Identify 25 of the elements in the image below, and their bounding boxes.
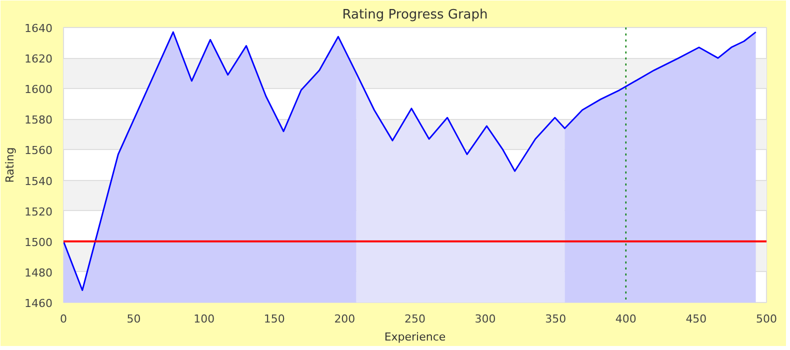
y-tick-label: 1640: [24, 22, 53, 35]
x-tick-label: 200: [334, 312, 356, 326]
x-tick-label: 300: [474, 312, 496, 326]
y-tick-label: 1520: [24, 205, 53, 218]
y-tick-label: 1580: [24, 114, 53, 127]
x-tick-label: 250: [404, 312, 426, 326]
x-tick-label: 0: [60, 312, 67, 326]
x-axis-title: Experience: [384, 330, 446, 344]
y-tick-label: 1540: [24, 174, 53, 188]
x-tick-label: 450: [686, 312, 707, 326]
chart-title: Rating Progress Graph: [342, 8, 488, 22]
x-tick-label: 500: [756, 312, 777, 326]
line-series: [64, 31, 757, 292]
y-tick-label: 1560: [24, 144, 53, 158]
y-tick-label: 1620: [24, 52, 53, 66]
x-tick-label: 400: [615, 312, 636, 326]
x-tick-label: 50: [126, 312, 141, 326]
x-tick-label: 150: [264, 312, 285, 326]
y-tick-label: 1500: [24, 236, 53, 249]
y-tick-label: 1460: [24, 297, 53, 310]
y-axis-title: Rating: [4, 147, 17, 183]
y-tick-label: 1600: [24, 83, 53, 96]
x-tick-label: 100: [194, 312, 215, 326]
x-tick-label: 350: [545, 312, 566, 326]
y-tick-label: 1480: [24, 266, 53, 280]
